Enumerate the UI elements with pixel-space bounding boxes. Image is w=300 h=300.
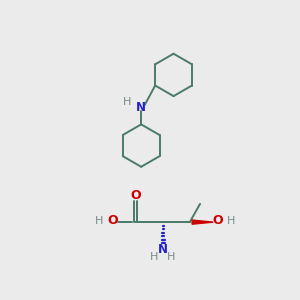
Text: O: O <box>212 214 223 227</box>
Text: N: N <box>136 101 146 114</box>
Polygon shape <box>192 220 213 224</box>
Text: H: H <box>226 216 235 226</box>
Text: O: O <box>130 189 141 202</box>
Text: H: H <box>95 216 103 226</box>
Text: O: O <box>107 214 118 227</box>
Text: H: H <box>167 253 176 262</box>
Text: N: N <box>158 243 168 256</box>
Text: H: H <box>150 253 158 262</box>
Text: H: H <box>123 97 131 107</box>
